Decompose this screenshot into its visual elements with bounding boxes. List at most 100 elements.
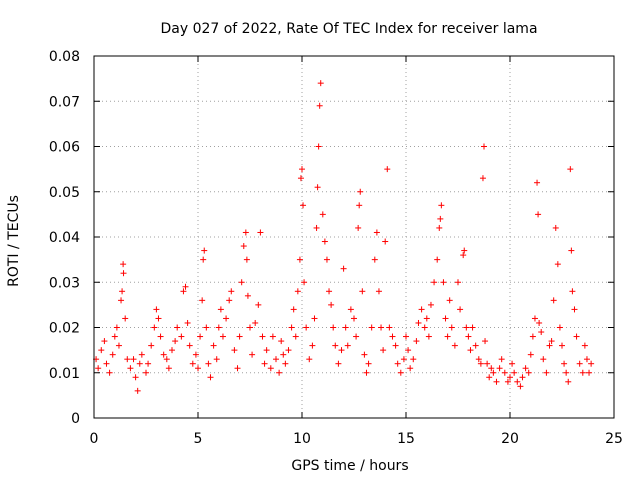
data-point bbox=[296, 256, 303, 263]
data-point bbox=[124, 356, 131, 363]
data-point bbox=[482, 338, 489, 345]
data-point bbox=[115, 342, 122, 349]
data-point bbox=[311, 315, 318, 322]
data-point bbox=[531, 315, 538, 322]
x-tick-label: 5 bbox=[194, 431, 203, 447]
data-point bbox=[392, 342, 399, 349]
data-point bbox=[457, 306, 464, 313]
data-point bbox=[317, 80, 324, 87]
data-point bbox=[219, 333, 226, 340]
data-point bbox=[446, 297, 453, 304]
data-point bbox=[319, 211, 326, 218]
data-point bbox=[529, 333, 536, 340]
data-point bbox=[501, 369, 508, 376]
data-point bbox=[368, 324, 375, 331]
data-point bbox=[195, 365, 201, 372]
data-point bbox=[413, 338, 420, 345]
data-point bbox=[282, 360, 289, 367]
data-point bbox=[559, 342, 565, 349]
data-point bbox=[514, 378, 521, 385]
data-point bbox=[103, 360, 110, 367]
data-point bbox=[552, 224, 559, 231]
data-point bbox=[335, 360, 342, 367]
data-point bbox=[247, 324, 253, 331]
data-point bbox=[299, 166, 305, 173]
data-point bbox=[586, 369, 593, 376]
data-point bbox=[184, 319, 191, 326]
data-point bbox=[472, 342, 479, 349]
data-point bbox=[382, 238, 389, 245]
data-point bbox=[255, 301, 262, 308]
data-point bbox=[269, 333, 276, 340]
x-tick-label: 20 bbox=[501, 431, 519, 447]
data-point bbox=[356, 202, 363, 209]
data-point bbox=[431, 279, 438, 286]
data-point bbox=[386, 324, 393, 331]
data-point bbox=[316, 102, 323, 109]
data-point bbox=[111, 333, 118, 340]
data-point bbox=[148, 342, 155, 349]
data-point bbox=[418, 306, 425, 313]
data-point bbox=[535, 211, 542, 218]
data-point bbox=[496, 365, 503, 372]
data-point bbox=[389, 333, 396, 340]
data-point bbox=[240, 243, 247, 250]
data-point bbox=[583, 356, 590, 363]
data-point bbox=[178, 333, 185, 340]
data-point bbox=[407, 365, 414, 372]
data-point bbox=[581, 342, 588, 349]
data-point bbox=[157, 333, 164, 340]
data-point bbox=[315, 143, 322, 150]
data-point bbox=[238, 279, 245, 286]
data-point bbox=[228, 288, 235, 295]
data-point bbox=[257, 229, 264, 236]
data-point bbox=[290, 306, 297, 313]
data-point bbox=[423, 315, 430, 322]
data-point bbox=[101, 338, 108, 345]
data-point bbox=[109, 351, 116, 358]
data-point bbox=[138, 351, 145, 358]
data-point bbox=[355, 224, 362, 231]
data-point bbox=[180, 288, 187, 295]
data-point bbox=[189, 360, 196, 367]
y-tick-label: 0.03 bbox=[49, 275, 80, 291]
data-point bbox=[538, 329, 545, 336]
data-point bbox=[442, 315, 449, 322]
data-point bbox=[460, 252, 467, 259]
data-point bbox=[203, 324, 210, 331]
y-tick-label: 0 bbox=[71, 411, 80, 427]
data-point bbox=[292, 333, 299, 340]
data-point bbox=[448, 324, 455, 331]
data-point bbox=[143, 369, 149, 376]
ticks-layer: 0 0.01 0.02 0.03 0.04 0.05 0.06 0.07 0.08 0 5 10 15 2… bbox=[49, 49, 623, 447]
data-point bbox=[280, 351, 287, 358]
data-point bbox=[285, 347, 292, 354]
data-point bbox=[303, 324, 310, 331]
data-point bbox=[548, 338, 555, 345]
data-point bbox=[153, 306, 160, 313]
data-point bbox=[288, 324, 295, 331]
data-point bbox=[373, 229, 380, 236]
data-point bbox=[321, 238, 328, 245]
data-point bbox=[463, 324, 470, 331]
y-tick-label: 0.04 bbox=[49, 230, 80, 246]
data-point bbox=[174, 324, 181, 331]
data-point bbox=[301, 279, 308, 286]
data-point bbox=[347, 306, 354, 313]
data-point bbox=[400, 356, 407, 363]
data-point bbox=[579, 369, 586, 376]
data-point bbox=[210, 342, 217, 349]
data-point bbox=[467, 347, 474, 354]
data-point bbox=[461, 247, 468, 254]
data-point bbox=[451, 342, 458, 349]
data-point bbox=[465, 333, 472, 340]
data-point bbox=[357, 188, 364, 195]
y-tick-label: 0.05 bbox=[49, 185, 80, 201]
x-tick-label: 25 bbox=[605, 431, 623, 447]
data-point bbox=[165, 365, 172, 372]
data-point bbox=[365, 360, 372, 367]
data-point bbox=[504, 378, 511, 385]
data-point bbox=[294, 288, 301, 295]
data-point bbox=[276, 369, 283, 376]
